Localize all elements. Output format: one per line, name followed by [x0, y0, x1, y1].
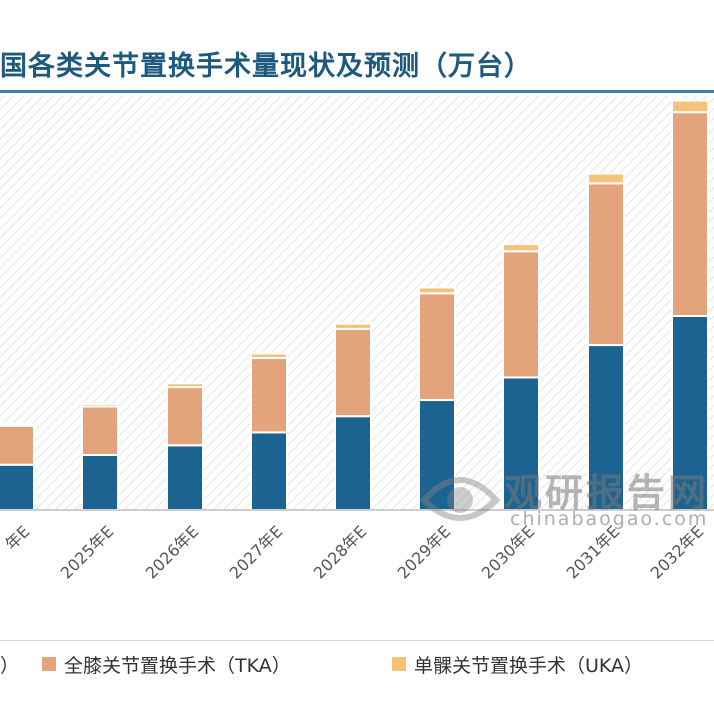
- bar-segment-tka: [671, 111, 709, 317]
- bar-segment-tka: [166, 386, 204, 447]
- watermark-url: chinabaogao.com: [510, 508, 709, 530]
- stacked-bar-chart: 年E 2025年E 2026年E 2027年E 2028年E 2029年E 2030年E 20…: [0, 96, 714, 583]
- bar-segment-uka: [418, 286, 456, 295]
- bar-segment-primary: [502, 376, 540, 511]
- bar-segment-tka: [334, 327, 372, 418]
- x-tick-label: 2027年E: [226, 522, 287, 583]
- bar-segment-uka: [671, 99, 709, 114]
- title-rule: [0, 90, 714, 93]
- legend-label-tka: 全膝关节置换手术（TKA）: [64, 655, 291, 677]
- legend: ） 全膝关节置换手术（TKA） 单髁关节置换手术（UKA）: [0, 640, 714, 685]
- bar-segment-primary: [334, 415, 372, 511]
- bar-segment-primary: [587, 344, 625, 511]
- bar-segment-uka: [0, 422, 35, 427]
- bar-segment-uka: [334, 322, 372, 330]
- bar-segment-uka: [81, 402, 119, 408]
- legend-swatch-tka: [42, 657, 56, 671]
- legend-partial-label: ）: [0, 655, 20, 677]
- legend-swatch-uka: [392, 657, 406, 671]
- x-tick-label: 2025年E: [57, 522, 118, 583]
- bar-segment-tka: [502, 250, 540, 379]
- chart-title: 国各类关节置换手术量现状及预测（万台）: [0, 51, 532, 82]
- bar-segment-uka: [250, 352, 288, 359]
- bar-segment-primary: [166, 444, 204, 511]
- bar-segment-primary: [250, 431, 288, 511]
- watermark: 观研报告网 chinabaogao.com: [418, 458, 714, 538]
- bar-segment-tka: [0, 424, 35, 466]
- x-tick-label: 2028年E: [310, 522, 371, 583]
- bar-segment-tka: [250, 356, 288, 434]
- bar-segment-primary: [0, 463, 35, 511]
- bar-segment-tka: [81, 405, 119, 457]
- bar-segment-uka: [502, 243, 540, 253]
- watermark-brand: 观研报告网: [504, 471, 710, 515]
- x-tick-label: 2026年E: [142, 522, 203, 583]
- bar-segment-tka: [418, 292, 456, 402]
- watermark-eye-logo: [419, 477, 501, 521]
- bar-segment-primary: [81, 454, 119, 511]
- x-tick-label: 年E: [1, 522, 33, 554]
- bar-segment-tka: [587, 182, 625, 347]
- bar-segment-uka: [166, 382, 204, 389]
- legend-label-uka: 单髁关节置换手术（UKA）: [414, 655, 644, 677]
- bar-segment-uka: [587, 172, 625, 185]
